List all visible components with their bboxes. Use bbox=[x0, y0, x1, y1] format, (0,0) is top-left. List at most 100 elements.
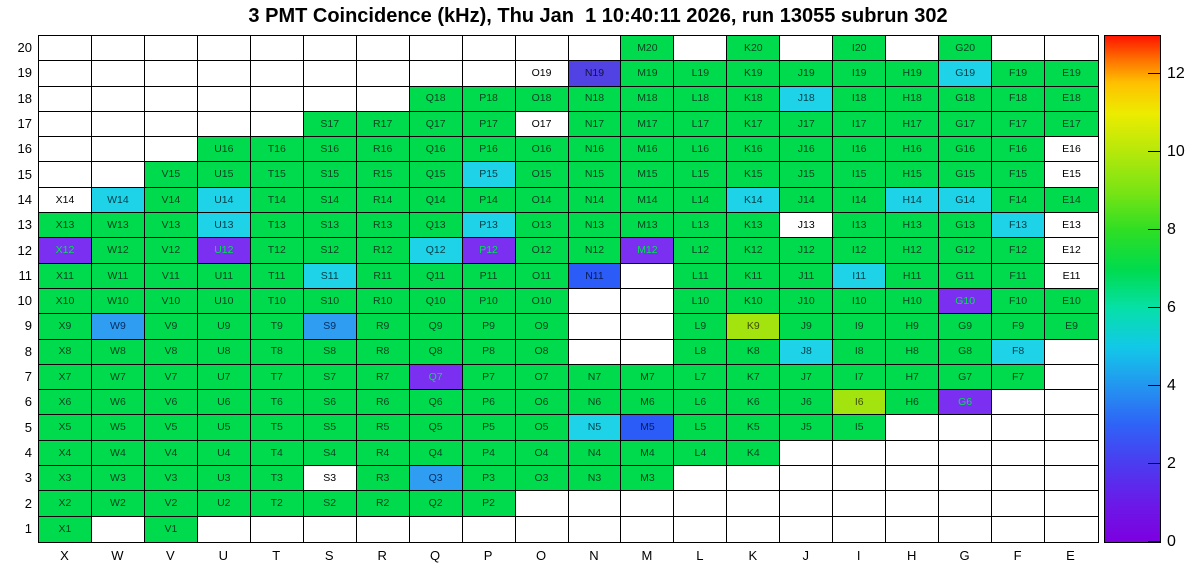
heatmap-cell: W12 bbox=[91, 238, 145, 264]
heatmap-cell: G9 bbox=[939, 314, 993, 340]
heatmap-cell: O16 bbox=[515, 137, 569, 163]
heatmap-cell: G8 bbox=[939, 339, 993, 365]
heatmap-cell: I17 bbox=[833, 111, 887, 138]
heatmap-cell: X6 bbox=[39, 390, 92, 416]
heatmap-cell: J6 bbox=[780, 390, 834, 416]
heatmap-cell: X14 bbox=[39, 187, 92, 214]
heatmap-cell bbox=[674, 466, 728, 492]
heatmap-cell bbox=[357, 516, 410, 542]
heatmap-cell: Q13 bbox=[409, 213, 463, 239]
heatmap-cell: T2 bbox=[250, 491, 304, 517]
heatmap-cell bbox=[250, 111, 304, 138]
heatmap-cell: W11 bbox=[91, 263, 145, 289]
heatmap-cell: F16 bbox=[992, 137, 1046, 163]
heatmap-cell bbox=[992, 415, 1046, 441]
heatmap-cell bbox=[886, 491, 940, 517]
heatmap-cell bbox=[144, 137, 198, 163]
y-axis-tick-label: 5 bbox=[24, 419, 32, 435]
heatmap-cell: J11 bbox=[780, 263, 834, 289]
heatmap-cell: I10 bbox=[833, 288, 887, 315]
heatmap-cell bbox=[144, 111, 198, 138]
heatmap-cell: G11 bbox=[939, 263, 993, 289]
heatmap-cell: N7 bbox=[568, 364, 622, 391]
heatmap-cell: M13 bbox=[621, 213, 675, 239]
heatmap-cell: I12 bbox=[833, 238, 887, 264]
heatmap-cell bbox=[939, 440, 993, 467]
heatmap-cell bbox=[516, 516, 569, 542]
y-axis-tick-label: 15 bbox=[17, 166, 32, 182]
heatmap-cell: R9 bbox=[356, 314, 410, 340]
heatmap-cell: V11 bbox=[144, 263, 198, 289]
heatmap-cell: P8 bbox=[462, 339, 516, 365]
heatmap-cell: L15 bbox=[674, 162, 728, 188]
heatmap-cell: N18 bbox=[568, 86, 622, 112]
heatmap-cell: S10 bbox=[303, 288, 357, 315]
heatmap-cell bbox=[1045, 415, 1098, 441]
heatmap-cell: L6 bbox=[674, 390, 728, 416]
heatmap-cell: N12 bbox=[568, 238, 622, 264]
heatmap-cell: I20 bbox=[833, 36, 887, 62]
heatmap-cell bbox=[780, 36, 834, 62]
heatmap-cell bbox=[568, 491, 622, 517]
heatmap-cell: O12 bbox=[515, 238, 569, 264]
heatmap-cell bbox=[462, 61, 516, 87]
heatmap-cell: G17 bbox=[939, 111, 993, 138]
heatmap-cell: X4 bbox=[39, 440, 92, 467]
heatmap-cell: W7 bbox=[91, 364, 145, 391]
heatmap-cell bbox=[886, 466, 940, 492]
heatmap-cell: U15 bbox=[197, 162, 251, 188]
heatmap-cell: F8 bbox=[992, 339, 1046, 365]
heatmap-cell: T15 bbox=[250, 162, 304, 188]
heatmap-cell bbox=[833, 466, 887, 492]
heatmap-cell bbox=[1045, 517, 1098, 542]
heatmap-cell bbox=[674, 36, 728, 62]
heatmap-cell bbox=[780, 491, 834, 517]
heatmap-cell: K18 bbox=[727, 86, 781, 112]
y-axis-tick-label: 9 bbox=[24, 318, 32, 334]
heatmap-cell: W6 bbox=[91, 390, 145, 416]
heatmap-cell: P10 bbox=[462, 288, 516, 315]
heatmap-cell bbox=[621, 339, 675, 365]
heatmap-cell bbox=[197, 86, 251, 112]
heatmap-cell: S5 bbox=[303, 415, 357, 441]
heatmap-cell bbox=[197, 36, 251, 62]
heatmap-cell: V15 bbox=[144, 162, 198, 188]
heatmap-cell: U8 bbox=[197, 339, 251, 365]
heatmap-cell: V4 bbox=[144, 440, 198, 467]
heatmap-cell bbox=[939, 466, 993, 492]
heatmap-cell bbox=[303, 61, 357, 87]
heatmap-cell: P15 bbox=[462, 162, 516, 188]
heatmap-cell: N4 bbox=[568, 440, 622, 467]
x-axis-tick-label: J bbox=[802, 548, 810, 563]
heatmap-cell: H8 bbox=[886, 339, 940, 365]
heatmap-cell: N19 bbox=[568, 61, 622, 87]
heatmap-cell: S12 bbox=[303, 238, 357, 264]
heatmap-cell: F15 bbox=[992, 162, 1046, 188]
heatmap-cell: P7 bbox=[462, 364, 516, 391]
x-axis-tick-label: T bbox=[272, 548, 281, 563]
heatmap-cell: K9 bbox=[727, 314, 781, 340]
heatmap-cell: J5 bbox=[780, 415, 834, 441]
heatmap-cell: P11 bbox=[462, 263, 516, 289]
heatmap-cell: F19 bbox=[992, 61, 1046, 87]
heatmap-cell bbox=[144, 86, 198, 112]
heatmap-cell: F14 bbox=[992, 187, 1046, 214]
heatmap-cell: H13 bbox=[886, 213, 940, 239]
heatmap-cell: F13 bbox=[992, 213, 1046, 239]
colorbar-tick-mark bbox=[1148, 306, 1160, 308]
heatmap-cell: K16 bbox=[727, 137, 781, 163]
heatmap-cell bbox=[1045, 441, 1098, 467]
heatmap-cell: Q2 bbox=[409, 491, 463, 517]
heatmap-cell: U13 bbox=[197, 213, 251, 239]
heatmap-cell: L7 bbox=[674, 364, 728, 391]
heatmap-cell: K15 bbox=[727, 162, 781, 188]
heatmap-cell: I14 bbox=[833, 187, 887, 214]
heatmap-cell: M5 bbox=[621, 415, 675, 441]
heatmap-cell: G15 bbox=[939, 162, 993, 188]
heatmap-cell: F11 bbox=[992, 263, 1046, 289]
heatmap-cell: J15 bbox=[780, 162, 834, 188]
heatmap-cell: X13 bbox=[39, 213, 92, 239]
heatmap-cell: S6 bbox=[303, 390, 357, 416]
heatmap-cell bbox=[303, 36, 357, 62]
heatmap-cell: R11 bbox=[356, 263, 410, 289]
